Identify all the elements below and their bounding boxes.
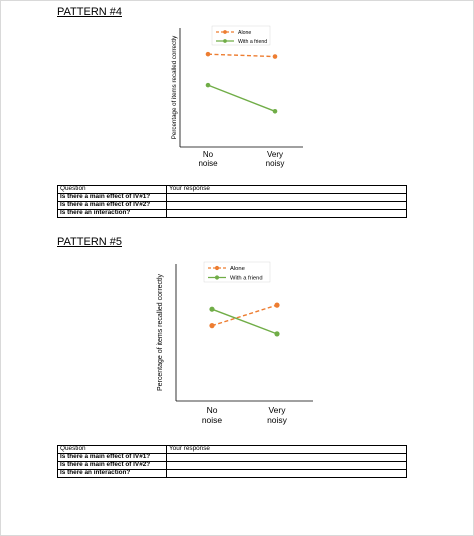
table-row: Is there an interaction?	[57, 469, 407, 478]
response-column-header: Your response	[166, 445, 407, 454]
legend-label: Alone	[238, 30, 251, 36]
y-axis-label: Percentage of items recalled correctly	[157, 273, 164, 391]
data-point	[205, 82, 211, 88]
x-tick-label: Very noisy	[266, 150, 285, 168]
question-interaction: Is there an interaction?	[57, 209, 167, 218]
x-tick-label: No noise	[198, 150, 218, 168]
response-cell[interactable]	[166, 193, 407, 202]
response-cell[interactable]	[166, 469, 407, 478]
response-cell[interactable]	[166, 453, 407, 462]
series-line-with-a-friend	[211, 308, 278, 335]
pattern-5-line-chart: Percentage of items recalled correctly No…	[157, 261, 313, 425]
legend-label: With a friend	[230, 276, 263, 282]
legend-swatch-marker	[223, 39, 227, 43]
x-tick-label: Very noisy	[267, 405, 288, 425]
data-point	[209, 306, 215, 312]
legend-label: Alone	[230, 266, 245, 272]
question-interaction: Is there an interaction?	[57, 469, 167, 478]
response-column-header: Your response	[166, 185, 407, 194]
response-cell[interactable]	[166, 209, 407, 218]
data-point	[272, 109, 278, 114]
y-axis-label: Percentage of items recalled correctly	[171, 35, 178, 139]
data-point	[272, 54, 278, 59]
legend-swatch-marker	[223, 30, 227, 34]
pattern-5-question-table: Question Your response Is there a main e…	[57, 445, 407, 478]
legend-label: With a friend	[238, 39, 267, 45]
data-point	[274, 331, 280, 337]
legend-swatch-marker	[214, 275, 220, 280]
data-point	[209, 323, 215, 329]
series-line-alone	[207, 53, 276, 58]
pattern-5-heading: PATTERN #5	[57, 236, 122, 248]
data-point	[274, 302, 280, 308]
data-point	[205, 51, 211, 57]
pattern-4-line-chart: Percentage of items recalled correctly No…	[171, 25, 303, 168]
legend-swatch-marker	[214, 265, 220, 271]
series-line-alone	[211, 304, 278, 327]
pattern-4-question-table: Question Your response Is there a main e…	[57, 185, 407, 218]
series-line-with-a-friend	[207, 84, 276, 112]
table-row: Is there an interaction?	[57, 209, 407, 218]
pattern-4-heading: PATTERN #4	[57, 6, 122, 18]
response-cell[interactable]	[166, 201, 407, 210]
response-cell[interactable]	[166, 461, 407, 470]
x-tick-label: No noise	[202, 405, 223, 425]
